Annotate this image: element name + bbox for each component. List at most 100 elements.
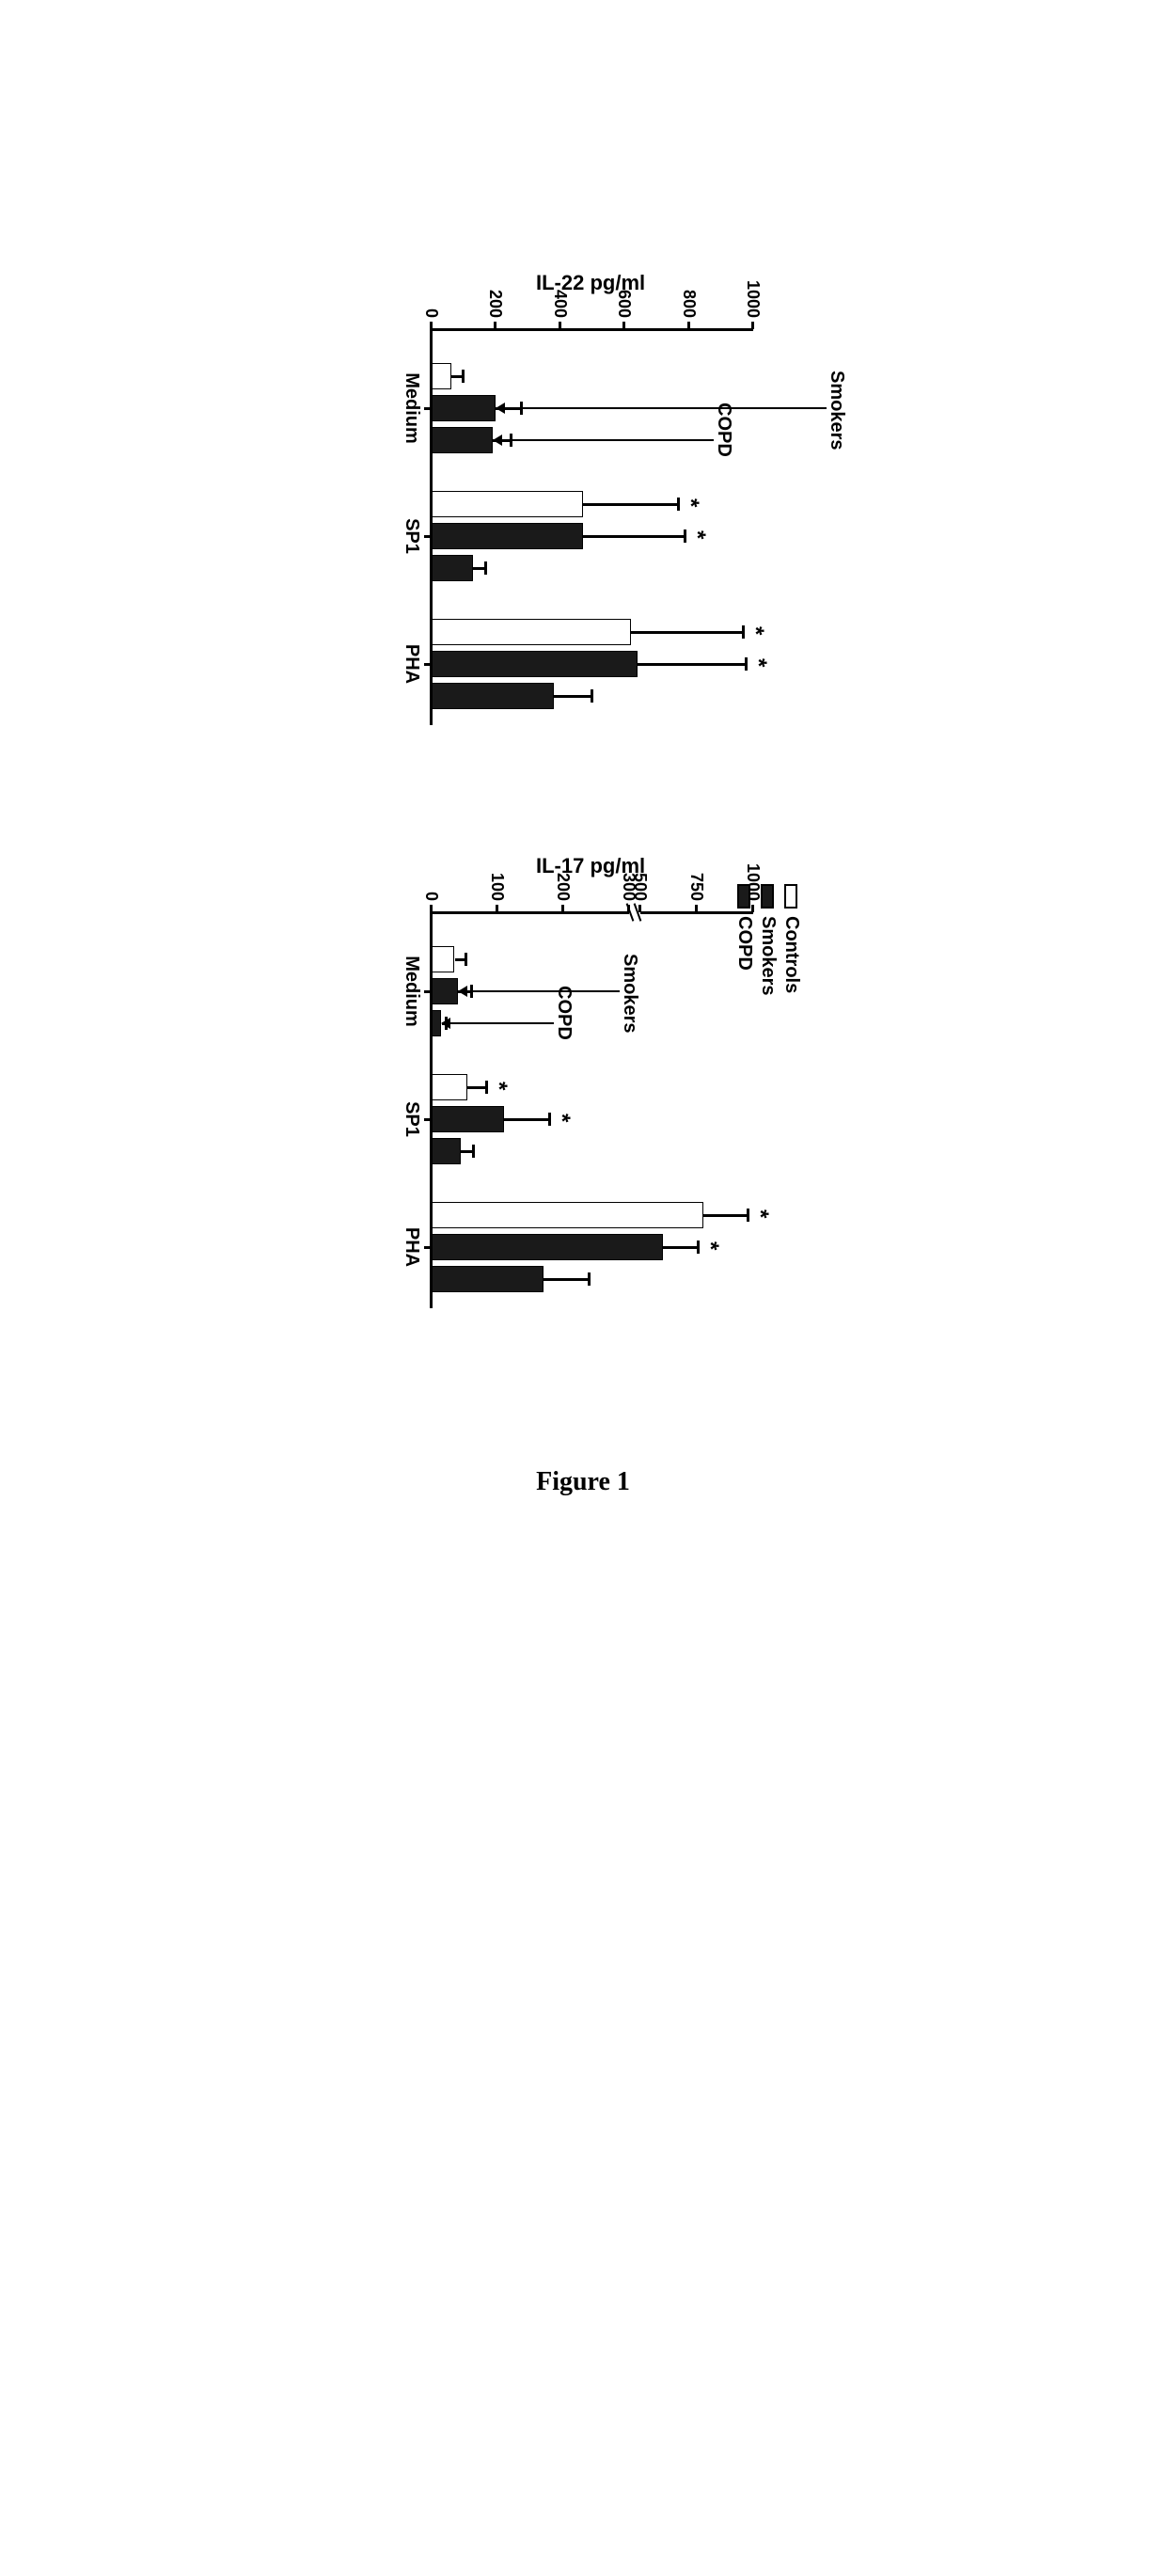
x-category-label: Medium <box>401 944 422 1038</box>
annotation-arrow-shaft <box>449 1022 555 1024</box>
x-category-label: SP1 <box>401 1072 422 1166</box>
x-tick <box>424 407 432 410</box>
significance-star: * <box>548 1114 575 1122</box>
y-tick <box>494 322 496 329</box>
legend-item: COPD <box>733 884 755 996</box>
panel-il17: 01002003005007501000IL-17 pg/mlMedium**S… <box>394 837 772 1345</box>
bar-Medium-Smokers <box>432 395 496 421</box>
annotation-label: Smokers <box>826 371 847 450</box>
bar-Medium-COPD <box>432 427 493 453</box>
y-tick <box>751 322 754 329</box>
y-tick <box>559 322 561 329</box>
annotation-arrow-shaft <box>500 439 714 441</box>
x-category-label: PHA <box>401 617 422 711</box>
panel-il22: 02004006008001000IL-22 pg/mlMedium**SP1*… <box>394 254 772 762</box>
bar-PHA-COPD <box>432 683 554 709</box>
legend-label: Smokers <box>757 916 779 996</box>
errorbar-stem <box>504 1118 550 1121</box>
y-tick-label: 750 <box>686 837 706 901</box>
errorbar-stem <box>638 663 747 666</box>
bar-PHA-COPD <box>432 1266 544 1292</box>
significance-star: * <box>742 626 768 635</box>
bar-Medium-Controls <box>432 363 451 389</box>
bar-PHA-Smokers <box>432 651 638 677</box>
errorbar-cap <box>462 370 465 383</box>
legend-item: Smokers <box>757 884 779 996</box>
legend-swatch <box>785 884 798 909</box>
errorbar-stem <box>631 631 744 634</box>
y-axis-label: IL-22 pg/ml <box>536 271 645 295</box>
errorbar-stem <box>468 1086 488 1089</box>
legend-swatch <box>738 884 751 909</box>
annotation-arrow-shaft <box>465 990 620 992</box>
annotation-arrow-head <box>496 403 505 414</box>
page: Figure 1 01002003005007501000IL-17 pg/ml… <box>0 0 1166 2576</box>
x-tick <box>424 663 432 666</box>
significance-star: * <box>684 530 710 539</box>
y-axis-segment <box>432 911 629 914</box>
bar-PHA-Smokers <box>432 1234 663 1260</box>
x-tick <box>424 535 432 538</box>
figure-caption: Figure 1 <box>0 1467 1166 1497</box>
errorbar-cap <box>473 1145 476 1158</box>
bar-SP1-COPD <box>432 555 473 581</box>
x-tick <box>424 1118 432 1121</box>
legend-swatch <box>762 884 775 909</box>
bar-Medium-Controls <box>432 946 455 972</box>
bar-Medium-Smokers <box>432 978 458 1004</box>
y-tick-label: 1000 <box>743 254 763 318</box>
x-tick <box>424 990 432 993</box>
annotation-arrow-head <box>442 1018 451 1029</box>
annotation-arrow-shaft <box>503 407 827 409</box>
significance-star: * <box>677 498 703 507</box>
errorbar-stem <box>663 1246 699 1249</box>
bar-SP1-Controls <box>432 491 583 517</box>
annotation-label: Smokers <box>619 954 640 1034</box>
bar-SP1-Smokers <box>432 523 583 549</box>
errorbar-cap <box>484 561 487 575</box>
y-tick-label: 100 <box>487 837 507 901</box>
annotation-label: COPD <box>553 986 575 1040</box>
significance-star: * <box>745 658 771 667</box>
bar-SP1-COPD <box>432 1138 462 1164</box>
errorbar-cap <box>591 689 593 703</box>
y-tick <box>695 905 698 912</box>
bar-PHA-Controls <box>432 1202 703 1228</box>
significance-star: * <box>486 1082 512 1090</box>
errorbar-cap <box>588 1272 591 1286</box>
legend-item: Controls <box>780 884 802 996</box>
legend-label: Controls <box>780 916 802 993</box>
y-tick-label: 0 <box>421 837 441 901</box>
y-tick <box>496 905 498 912</box>
y-axis-segment <box>432 328 753 331</box>
errorbar-stem <box>703 1214 748 1217</box>
y-tick <box>687 322 690 329</box>
annotation-arrow-head <box>493 435 502 446</box>
errorbar-stem <box>554 695 592 698</box>
x-category-label: Medium <box>401 361 422 455</box>
errorbar-stem <box>583 535 685 538</box>
y-tick-label: 800 <box>679 254 699 318</box>
y-tick <box>561 905 564 912</box>
bar-PHA-Controls <box>432 619 631 645</box>
legend: ControlsSmokersCOPD <box>726 875 810 1005</box>
x-tick <box>424 1246 432 1249</box>
errorbar-stem <box>583 503 680 506</box>
annotation-label: COPD <box>713 403 734 457</box>
x-category-label: PHA <box>401 1200 422 1294</box>
x-category-label: SP1 <box>401 489 422 583</box>
bar-SP1-Controls <box>432 1074 468 1100</box>
legend-label: COPD <box>733 916 755 971</box>
errorbar-cap <box>465 953 467 966</box>
y-axis-label: IL-17 pg/ml <box>536 854 645 878</box>
y-tick <box>638 905 641 912</box>
bar-SP1-Smokers <box>432 1106 504 1132</box>
bar-Medium-COPD <box>432 1010 442 1036</box>
y-tick-label: 200 <box>485 254 505 318</box>
y-tick-label: 0 <box>421 254 441 318</box>
errorbar-stem <box>544 1278 590 1281</box>
significance-star: * <box>747 1209 773 1218</box>
annotation-arrow-head <box>458 986 467 997</box>
significance-star: * <box>697 1241 723 1250</box>
y-tick <box>622 322 625 329</box>
